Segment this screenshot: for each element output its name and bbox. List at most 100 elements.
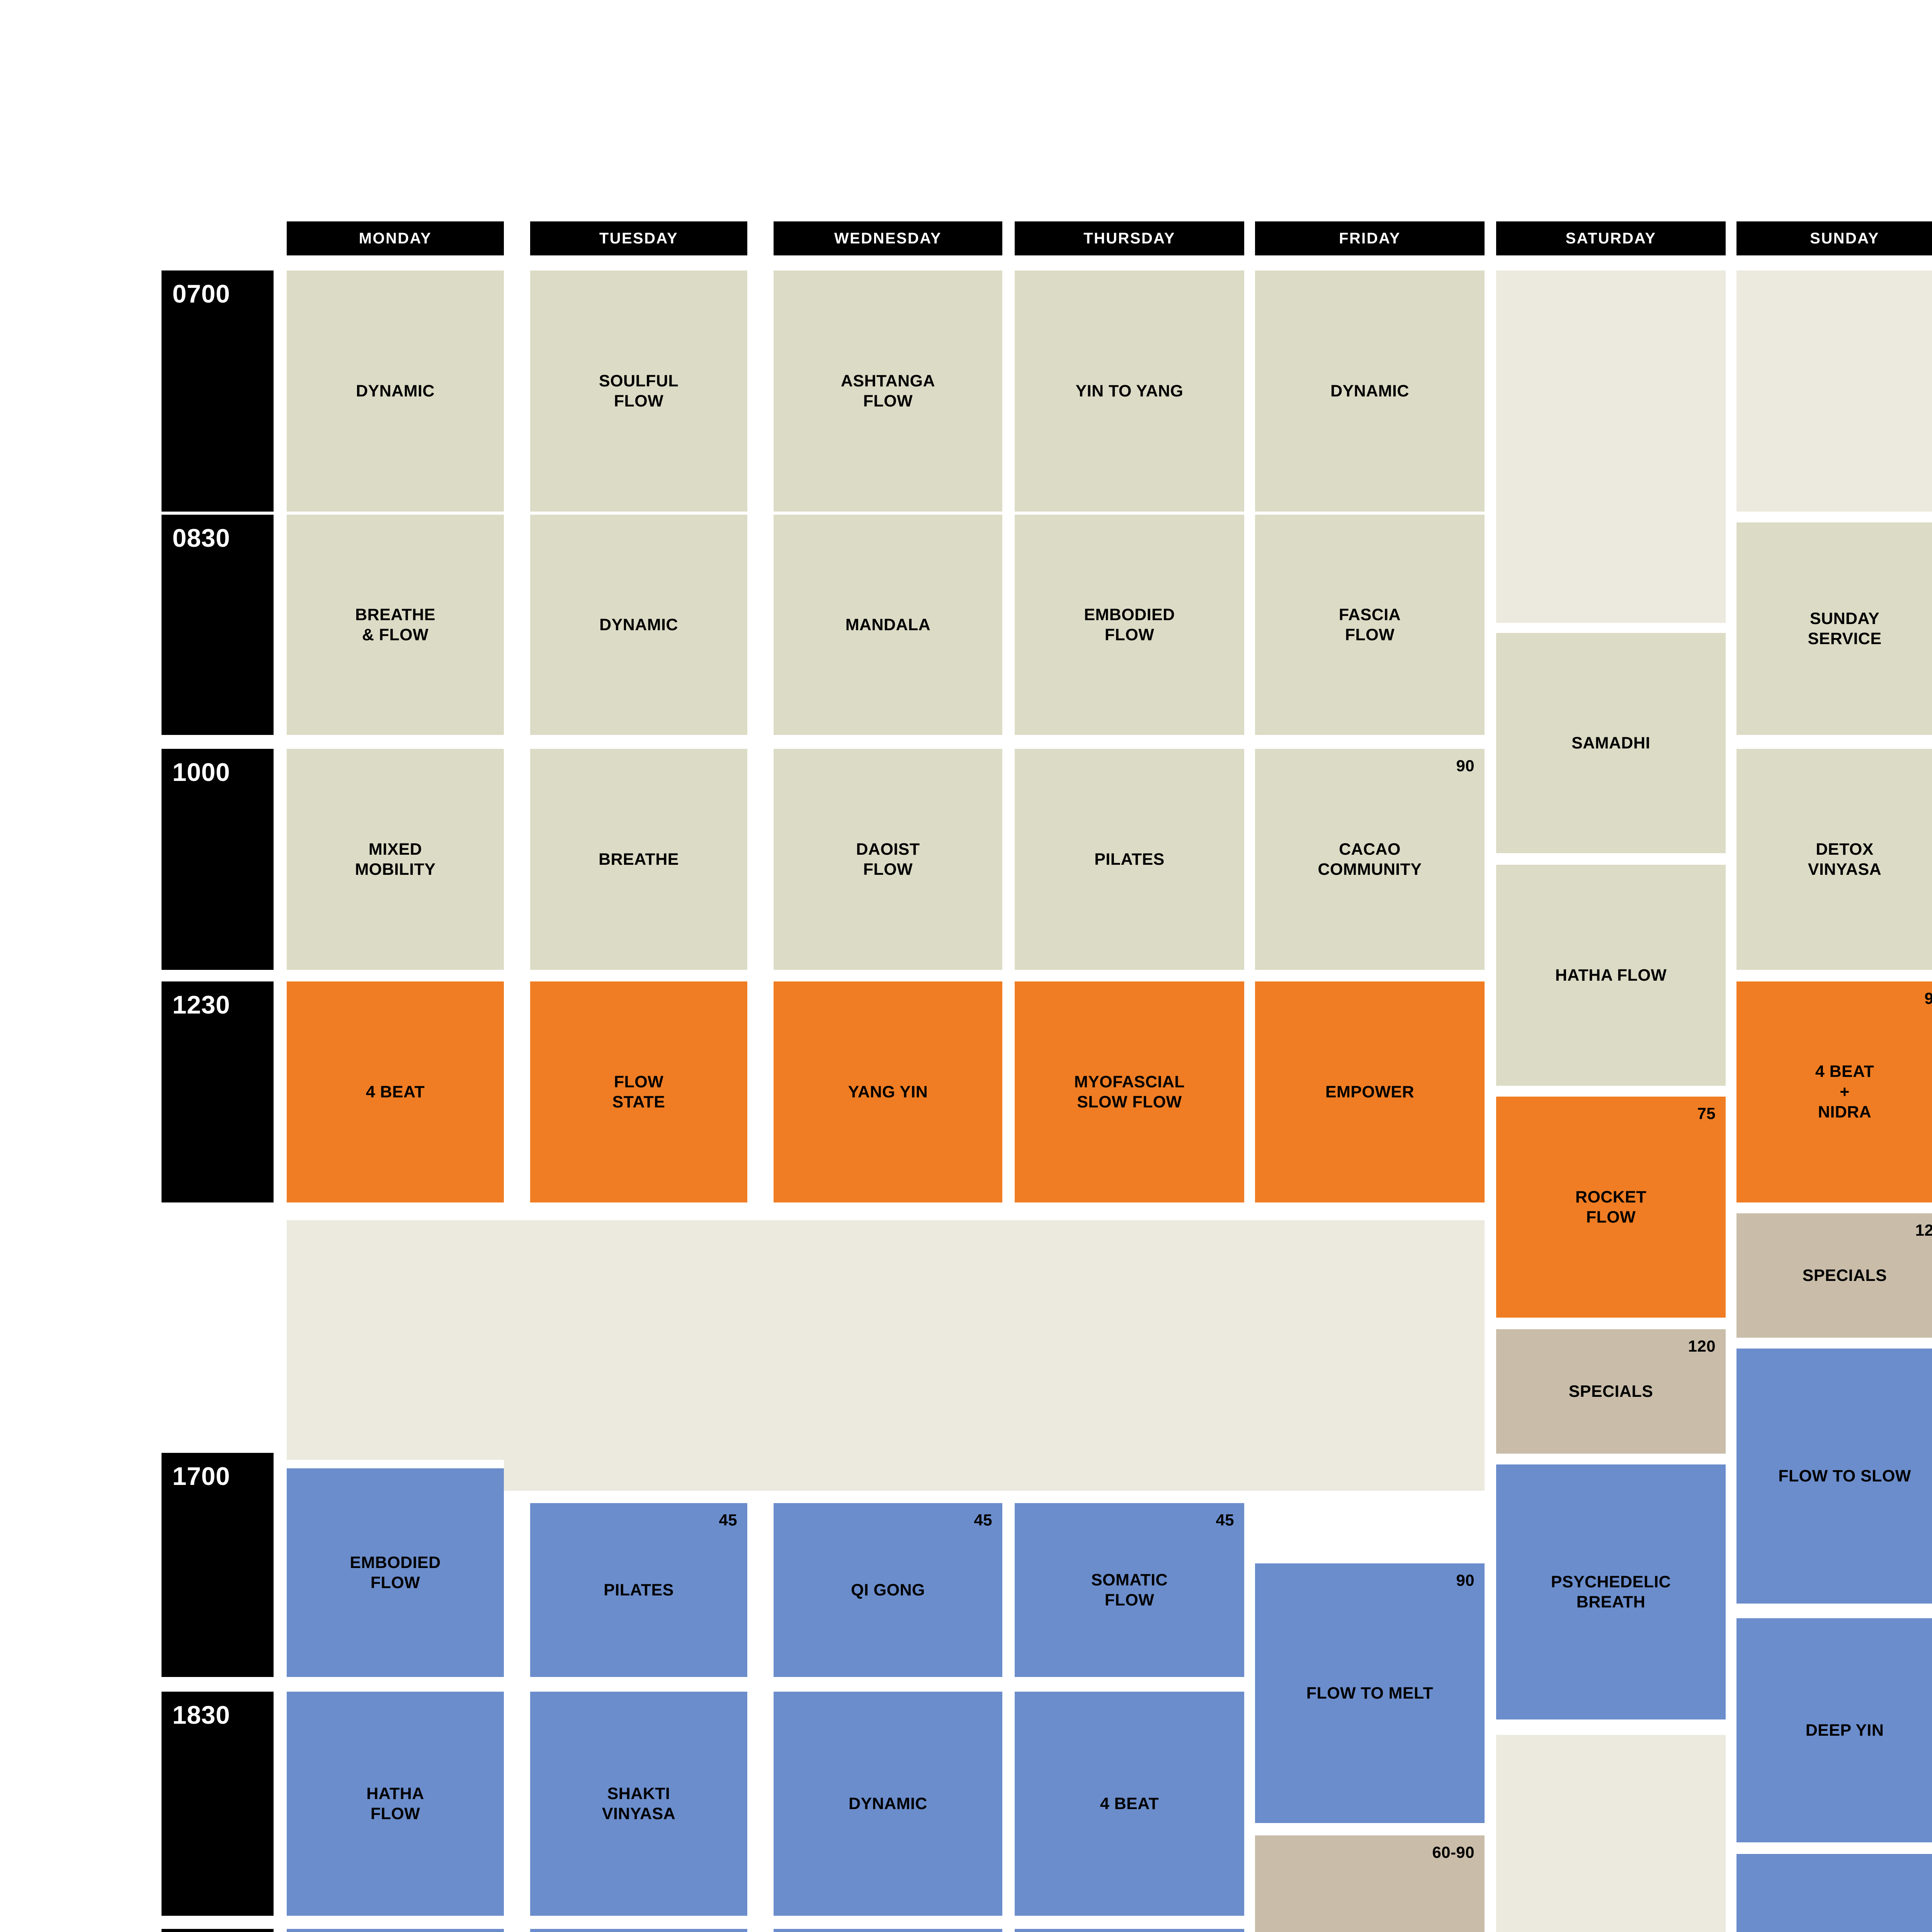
class-title: HATHA FLOW — [1555, 966, 1667, 985]
class-title: ASHTANGA FLOW — [841, 371, 935, 410]
class-title: DYNAMIC — [599, 615, 678, 634]
class-card-tue-1000[interactable]: BREATHE — [530, 749, 747, 970]
time-label-1830: 1830 — [162, 1692, 274, 1916]
class-card-mon-1700[interactable]: EMBODIED FLOW — [287, 1468, 504, 1677]
class-card-tue-1700[interactable]: 45 PILATES — [530, 1503, 747, 1677]
class-card-fri-0700[interactable]: DYNAMIC — [1255, 270, 1485, 512]
class-title: PSYCHEDELIC BREATH — [1551, 1572, 1671, 1611]
class-card-sun-frequency-massage[interactable]: FREQUENCY MASSAGE — [1736, 1854, 1932, 1932]
class-title: EMBODIED FLOW — [350, 1553, 441, 1592]
class-card-thu-1700[interactable]: 45 SOMATIC FLOW — [1015, 1503, 1244, 1677]
class-card-wed-1230[interactable]: YANG YIN — [774, 981, 1002, 1202]
day-header-wednesday: WEDNESDAY — [774, 221, 1002, 255]
class-card-sun-0830[interactable]: SUNDAY SERVICE — [1736, 522, 1932, 735]
class-card-sun-specials[interactable]: 120 SPECIALS — [1736, 1213, 1932, 1338]
class-title: QI GONG — [851, 1580, 925, 1599]
class-title: YIN TO YANG — [1075, 381, 1184, 400]
class-title: DYNAMIC — [356, 381, 435, 400]
class-title: 4 BEAT + NIDRA — [1815, 1062, 1874, 1122]
day-header-monday: MONDAY — [287, 221, 504, 255]
time-label-1700: 1700 — [162, 1453, 274, 1677]
day-header-tuesday: TUESDAY — [530, 221, 747, 255]
class-title: MANDALA — [845, 615, 931, 634]
class-card-sun-0700-empty — [1736, 270, 1932, 512]
class-title: EMPOWER — [1325, 1082, 1414, 1101]
class-card-mon-1230[interactable]: 4 BEAT — [287, 981, 504, 1202]
class-card-wed-1000[interactable]: DAOIST FLOW — [774, 749, 1002, 970]
class-card-mon-0830[interactable]: BREATHE & FLOW — [287, 515, 504, 735]
class-title: SOMATIC FLOW — [1091, 1570, 1168, 1609]
class-title: SOULFUL FLOW — [599, 371, 679, 410]
class-title: YANG YIN — [848, 1082, 928, 1101]
class-card-thu-1230[interactable]: MYOFASCIAL SLOW FLOW — [1015, 981, 1244, 1202]
class-card-fri-1000[interactable]: 90 CACAO COMMUNITY — [1255, 749, 1485, 970]
class-card-wed-1700[interactable]: 45 QI GONG — [774, 1503, 1002, 1677]
class-card-wed-0700[interactable]: ASHTANGA FLOW — [774, 270, 1002, 512]
class-title: FLOW TO SLOW — [1778, 1466, 1911, 1485]
class-title: MYOFASCIAL SLOW FLOW — [1074, 1072, 1185, 1111]
class-title: DYNAMIC — [1330, 381, 1409, 400]
day-header-sunday: SUNDAY — [1736, 221, 1932, 255]
class-title: DEEP YIN — [1805, 1721, 1884, 1740]
class-duration: 90 — [1924, 989, 1932, 1007]
class-duration: 75 — [1697, 1104, 1716, 1122]
class-card-sat-1700[interactable]: PSYCHEDELIC BREATH — [1496, 1464, 1726, 1719]
class-duration: 45 — [719, 1511, 737, 1529]
class-title: FLOW STATE — [612, 1072, 665, 1111]
class-title: HATHA FLOW — [366, 1784, 424, 1823]
class-title: PILATES — [1094, 850, 1165, 869]
class-card-sat-specials[interactable]: 120 SPECIALS — [1496, 1329, 1726, 1454]
class-card-tue-1830[interactable]: SHAKTI VINYASA — [530, 1692, 747, 1916]
class-card-mon-0700[interactable]: DYNAMIC — [287, 270, 504, 512]
class-card-thu-0700[interactable]: YIN TO YANG — [1015, 270, 1244, 512]
class-card-fri-1230[interactable]: EMPOWER — [1255, 981, 1485, 1202]
class-title: SAMADHI — [1571, 733, 1650, 752]
class-title: DYNAMIC — [849, 1794, 927, 1813]
class-card-sun-1830[interactable]: DEEP YIN — [1736, 1618, 1932, 1842]
time-label-1230: 1230 — [162, 981, 274, 1202]
class-card-sat-1830-empty — [1496, 1735, 1726, 1932]
class-card-mon-1830[interactable]: HATHA FLOW — [287, 1692, 504, 1916]
class-card-fri-1700[interactable]: 90 FLOW TO MELT — [1255, 1563, 1485, 1823]
class-card-sat-0700-empty — [1496, 270, 1726, 623]
class-card-sat-hathaflow[interactable]: HATHA FLOW — [1496, 865, 1726, 1086]
class-card-mon-2000[interactable]: KUNDALINI — [287, 1929, 504, 1932]
class-title: CACAO COMMUNITY — [1318, 840, 1422, 879]
day-header-thursday: THURSDAY — [1015, 221, 1244, 255]
class-title: SUNDAY SERVICE — [1808, 609, 1882, 648]
class-duration: 120 — [1915, 1221, 1932, 1239]
gap-filler-upper — [287, 1220, 504, 1460]
class-title: SHAKTI VINYASA — [602, 1784, 676, 1823]
class-title: BREATHE & FLOW — [355, 605, 435, 644]
class-card-sun-1700[interactable]: FLOW TO SLOW — [1736, 1349, 1932, 1604]
class-card-tue-2000[interactable]: YIN YOGA + CRYSTAL BOWLS — [530, 1929, 747, 1932]
class-card-sat-samadhi[interactable]: SAMADHI — [1496, 633, 1726, 853]
class-title: DETOX VINYASA — [1808, 840, 1882, 879]
class-card-mon-1000[interactable]: MIXED MOBILITY — [287, 749, 504, 970]
class-card-thu-1830[interactable]: 4 BEAT — [1015, 1692, 1244, 1916]
class-duration: 90 — [1456, 757, 1475, 775]
class-card-sun-1230[interactable]: 90 4 BEAT + NIDRA — [1736, 981, 1932, 1202]
class-card-wed-2000[interactable]: BREATHWORK + SAVASANA — [774, 1929, 1002, 1932]
class-card-thu-2000[interactable]: FLOW TO RESTORE — [1015, 1929, 1244, 1932]
class-title: ROCKET FLOW — [1575, 1187, 1647, 1226]
class-title: SPECIALS — [1568, 1382, 1653, 1401]
class-card-tue-0830[interactable]: DYNAMIC — [530, 515, 747, 735]
class-card-thu-0830[interactable]: EMBODIED FLOW — [1015, 515, 1244, 735]
class-title: PILATES — [604, 1580, 674, 1599]
class-card-tue-1230[interactable]: FLOW STATE — [530, 981, 747, 1202]
class-card-tue-0700[interactable]: SOULFUL FLOW — [530, 270, 747, 512]
day-header-saturday: SATURDAY — [1496, 221, 1726, 255]
class-card-wed-1830[interactable]: DYNAMIC — [774, 1692, 1002, 1916]
class-card-fri-1830[interactable]: 60-90 SPECIALS — [1255, 1835, 1485, 1932]
class-card-fri-0830[interactable]: FASCIA FLOW — [1255, 515, 1485, 735]
gap-filler-main — [504, 1220, 1485, 1491]
class-card-wed-0830[interactable]: MANDALA — [774, 515, 1002, 735]
class-duration: 60-90 — [1432, 1843, 1475, 1861]
time-label-0830: 0830 — [162, 515, 274, 735]
class-card-thu-1000[interactable]: PILATES — [1015, 749, 1244, 970]
class-card-sat-rocketflow[interactable]: 75 ROCKET FLOW — [1496, 1097, 1726, 1318]
time-label-0700: 0700 — [162, 270, 274, 512]
class-card-sun-1000[interactable]: DETOX VINYASA — [1736, 749, 1932, 970]
